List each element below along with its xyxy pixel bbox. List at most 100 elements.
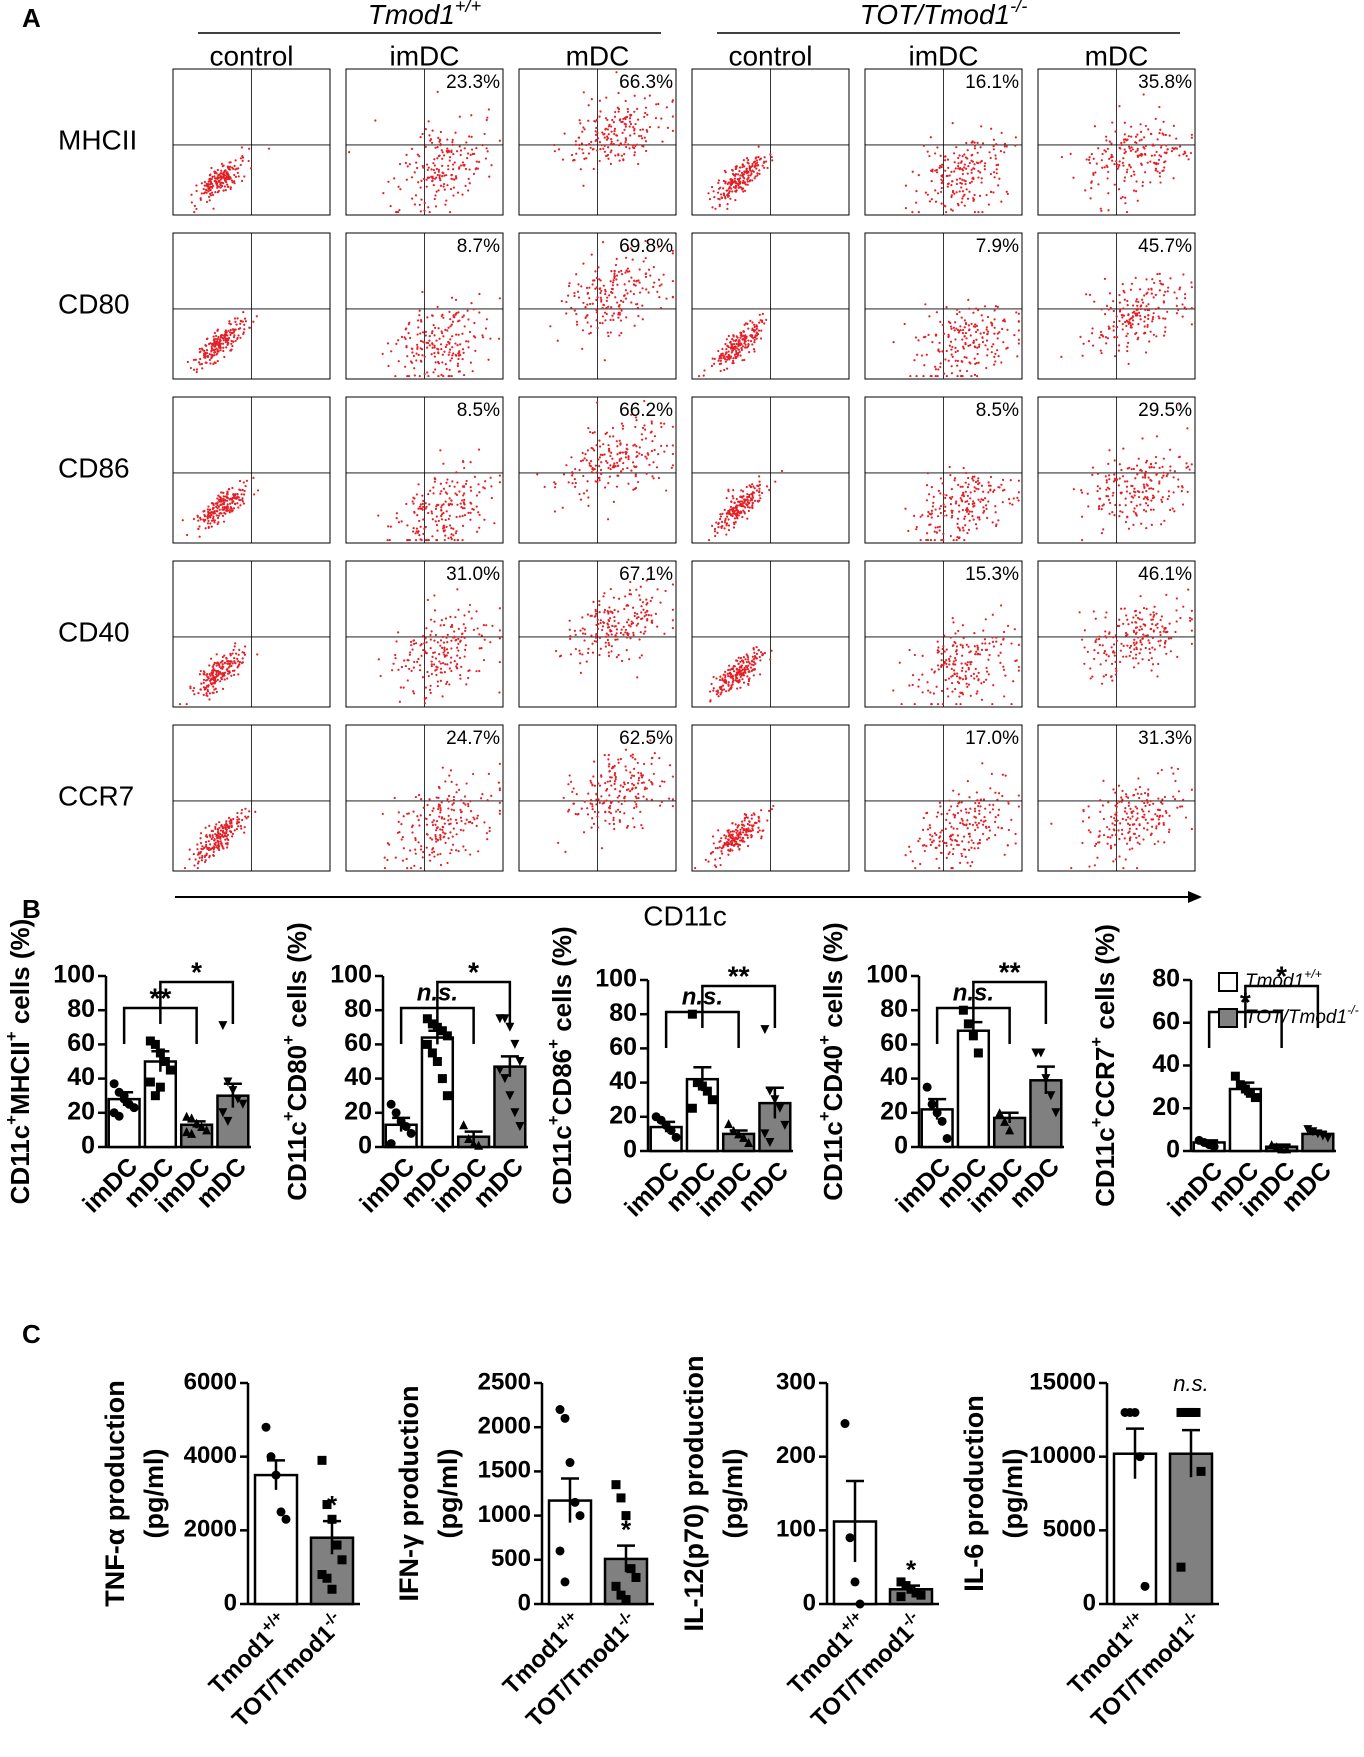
event-dot [1142,483,1145,486]
event-dot [588,332,591,335]
event-dot [628,658,631,661]
event-dot [1102,675,1105,678]
event-dot [1157,662,1160,666]
event-dot [615,628,619,631]
event-dot [603,608,607,612]
event-dot [936,649,939,652]
event-dot [470,114,473,117]
event-dot [459,674,462,677]
event-dot [965,337,968,340]
event-dot [713,530,717,533]
event-dot [956,522,959,525]
event-dot [979,332,982,335]
event-dot [661,140,664,143]
event-dot [208,679,212,683]
event-dot [249,167,253,170]
event-dot [986,354,989,357]
event-dot [228,509,231,512]
event-dot [738,180,741,183]
event-dot [228,502,232,505]
event-dot [1162,630,1165,633]
event-dot [598,465,601,468]
event-dot [212,691,215,694]
event-dot [588,464,591,467]
event-dot [954,167,957,170]
event-dot [990,345,993,348]
event-dot [936,651,939,654]
event-dot [397,631,400,634]
event-dot [206,515,209,518]
event-dot [955,500,958,503]
event-dot [1163,645,1166,649]
event-dot [1167,637,1171,640]
event-dot [575,320,579,323]
event-dot [618,119,621,122]
event-dot [612,466,616,469]
event-dot [1145,489,1148,493]
event-dot [1190,306,1193,310]
event-dot [994,511,997,514]
event-dot [438,140,441,143]
event-dot [665,106,668,109]
event-dot [638,638,641,641]
event-dot [995,640,998,643]
event-dot [722,688,726,691]
event-dot [634,475,637,478]
event-dot [192,689,195,692]
event-dot [435,538,439,542]
event-dot [932,495,935,498]
event-dot [740,659,744,662]
event-dot [747,158,750,162]
event-dot [720,525,723,529]
event-dot [934,169,937,172]
event-dot [226,491,229,494]
event-dot [744,658,747,661]
event-dot [643,428,647,431]
event-dot [607,623,610,626]
event-dot [1109,675,1113,678]
event-dot [671,279,674,283]
event-dot [983,305,987,308]
event-dot [1144,496,1147,499]
event-dot [652,461,655,464]
event-dot [430,510,433,513]
event-dot [223,185,226,188]
event-dot [456,654,459,657]
event-dot [973,193,976,197]
event-dot [926,681,929,684]
event-dot [1136,616,1140,620]
event-dot [395,512,398,515]
event-dot [222,503,225,506]
event-dot [210,166,213,170]
event-dot [726,193,729,197]
event-dot [1133,487,1136,490]
event-dot [430,660,433,663]
event-dot [983,497,987,500]
event-dot [978,653,982,656]
event-dot [203,180,206,184]
group-header: TOT/Tmod1-/- [860,0,1028,30]
event-dot [208,664,211,667]
event-dot [963,326,966,329]
event-dot [748,662,751,665]
event-dot [1124,150,1127,153]
event-dot [450,656,453,659]
event-dot [742,179,745,183]
event-dot [241,320,244,323]
event-dot [759,659,762,662]
event-dot [976,652,979,655]
event-dot [660,117,663,120]
event-dot [751,655,754,658]
event-dot [641,287,644,290]
event-dot [434,194,437,197]
event-dot [725,367,729,370]
event-dot [656,588,659,591]
event-dot [760,329,763,332]
event-dot [1161,283,1165,286]
event-dot [1100,209,1103,212]
event-dot [604,641,607,644]
event-dot [1134,653,1138,656]
event-dot [1142,623,1145,626]
event-dot [987,500,990,503]
event-dot [598,603,601,606]
